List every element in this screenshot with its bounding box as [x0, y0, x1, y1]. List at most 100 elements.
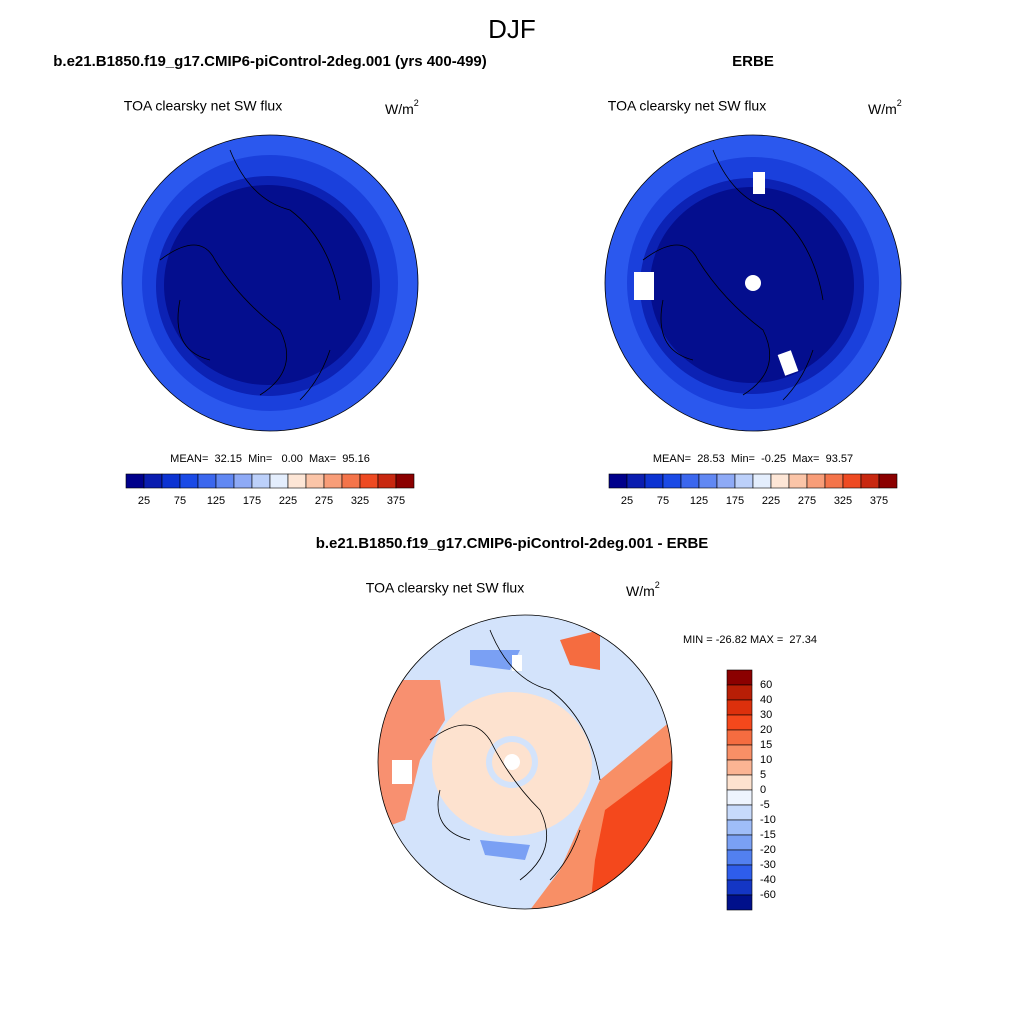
colorbar-label: -20: [760, 844, 776, 856]
colorbar-box: [806, 473, 826, 489]
colorbar-label: 175: [243, 495, 261, 507]
colorbar: 25 75 125 175 225 275 325 375: [608, 473, 898, 507]
colorbar-box: [305, 473, 325, 489]
colorbar-box: [644, 473, 664, 489]
colorbar-label: 275: [315, 495, 333, 507]
colorbar: 60 40 30 20 15 10 5 0 -5 -10 -15 -20 -30 -40 -60: [726, 669, 776, 911]
colorbar-box: [726, 864, 753, 881]
colorbar-label: -5: [760, 799, 770, 811]
colorbar-box: [269, 473, 289, 489]
colorbar-box: [726, 849, 753, 866]
colorbar-box: [726, 804, 753, 821]
colorbar-box: [726, 669, 753, 686]
colorbar-box: [161, 473, 181, 489]
colorbar-box: [323, 473, 343, 489]
stats: MEAN= 28.53 Min= -0.25 Max= 93.57: [653, 453, 853, 465]
colorbar-box: [726, 699, 753, 716]
colorbar-box: [143, 473, 163, 489]
colorbar-box: [878, 473, 898, 489]
colorbar-box: [662, 473, 682, 489]
colorbar-box: [215, 473, 235, 489]
colorbar-box: [377, 473, 397, 489]
colorbar-box: [179, 473, 199, 489]
colorbar: 25 75 125 175 225 275 325 375: [125, 473, 415, 507]
colorbar-label: 40: [760, 694, 772, 706]
colorbar-label: -10: [760, 814, 776, 826]
units: W/m2: [626, 580, 660, 598]
colorbar-box: [680, 473, 700, 489]
colorbar-box: [197, 473, 217, 489]
colorbar-box: [726, 879, 753, 896]
colorbar-label: 0: [760, 784, 766, 796]
colorbar-label: 75: [174, 495, 186, 507]
colorbar-box: [395, 473, 415, 489]
colorbar-box: [726, 774, 753, 791]
colorbar-box: [726, 834, 753, 851]
colorbar-box: [726, 789, 753, 806]
units: W/m2: [868, 98, 902, 116]
map: [378, 615, 672, 909]
colorbar-label: 60: [760, 679, 772, 691]
stats: MEAN= 32.15 Min= 0.00 Max= 95.16: [170, 453, 370, 465]
colorbar-label: 30: [760, 709, 772, 721]
colorbar-box: [734, 473, 754, 489]
colorbar-box: [860, 473, 880, 489]
stats: MIN = -26.82 MAX = 27.34: [683, 634, 817, 646]
colorbar-label: 125: [207, 495, 225, 507]
colorbar-box: [341, 473, 361, 489]
colorbar-label: -15: [760, 829, 776, 841]
colorbar-label: 25: [138, 495, 150, 507]
colorbar-label: 125: [690, 495, 708, 507]
panel-subtitle: TOA clearsky net SW flux: [124, 98, 282, 114]
panel-title: b.e21.B1850.f19_g17.CMIP6-piControl-2deg…: [316, 535, 709, 552]
colorbar-box: [726, 759, 753, 776]
colorbar-label: -40: [760, 874, 776, 886]
colorbar-label: 225: [279, 495, 297, 507]
colorbar-label: 275: [798, 495, 816, 507]
colorbar-box: [726, 714, 753, 731]
colorbar-box: [788, 473, 808, 489]
colorbar-label: 25: [621, 495, 633, 507]
colorbar-label: 20: [760, 724, 772, 736]
panel-subtitle: TOA clearsky net SW flux: [608, 98, 766, 114]
figure-title: DJF: [488, 14, 536, 44]
colorbar-label: 15: [760, 739, 772, 751]
colorbar-box: [726, 819, 753, 836]
colorbar-label: 175: [726, 495, 744, 507]
panel-subtitle: TOA clearsky net SW flux: [366, 580, 524, 596]
colorbar-label: -60: [760, 889, 776, 901]
colorbar-box: [359, 473, 379, 489]
colorbar-label: 10: [760, 754, 772, 766]
panel-title: b.e21.B1850.f19_g17.CMIP6-piControl-2deg…: [53, 53, 487, 70]
colorbar-box: [287, 473, 307, 489]
colorbar-box: [726, 729, 753, 746]
colorbar-box: [716, 473, 736, 489]
colorbar-box: [626, 473, 646, 489]
colorbar-label: 375: [870, 495, 888, 507]
colorbar-label: 225: [762, 495, 780, 507]
colorbar-box: [233, 473, 253, 489]
colorbar-box: [824, 473, 844, 489]
colorbar-label: 75: [657, 495, 669, 507]
colorbar-box: [842, 473, 862, 489]
colorbar-box: [608, 473, 628, 489]
map: [605, 135, 901, 431]
colorbar-label: 325: [351, 495, 369, 507]
colorbar-label: 325: [834, 495, 852, 507]
colorbar-box: [251, 473, 271, 489]
map: [122, 135, 418, 431]
colorbar-box: [752, 473, 772, 489]
panel-title: ERBE: [732, 53, 774, 70]
colorbar-box: [726, 744, 753, 761]
colorbar-label: 5: [760, 769, 766, 781]
colorbar-box: [726, 894, 753, 911]
colorbar-box: [125, 473, 145, 489]
colorbar-box: [698, 473, 718, 489]
colorbar-box: [770, 473, 790, 489]
units: W/m2: [385, 98, 419, 116]
colorbar-label: 375: [387, 495, 405, 507]
colorbar-box: [726, 684, 753, 701]
colorbar-label: -30: [760, 859, 776, 871]
